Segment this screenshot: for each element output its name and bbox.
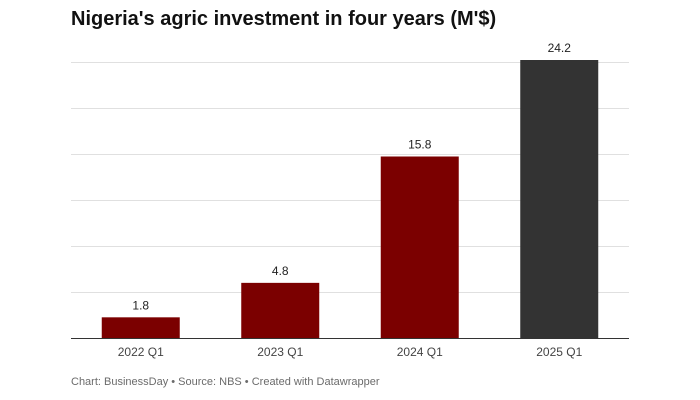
chart-footer: Chart: BusinessDay • Source: NBS • Creat…: [71, 376, 380, 388]
x-axis: 2022 Q1 2023 Q1 2024 Q1 2025 Q1: [71, 338, 629, 359]
bar-2025-q1: [520, 60, 599, 338]
x-tick-label: 2024 Q1: [397, 345, 443, 359]
chart-title: Nigeria's agric investment in four years…: [71, 8, 497, 30]
value-label: 1.8: [132, 298, 149, 312]
value-label: 24.2: [548, 41, 572, 55]
value-label: 4.8: [272, 264, 289, 278]
x-tick-label: 2025 Q1: [536, 345, 582, 359]
value-label: 15.8: [408, 137, 432, 151]
x-tick-label: 2022 Q1: [118, 345, 164, 359]
bar-2022-q1: [101, 317, 180, 338]
value-labels: 1.8 4.8 15.8 24.2: [132, 41, 571, 312]
x-tick-label: 2023 Q1: [257, 345, 303, 359]
bar-2023-q1: [241, 282, 320, 338]
bar-2024-q1: [380, 156, 459, 338]
bars: [101, 60, 599, 338]
